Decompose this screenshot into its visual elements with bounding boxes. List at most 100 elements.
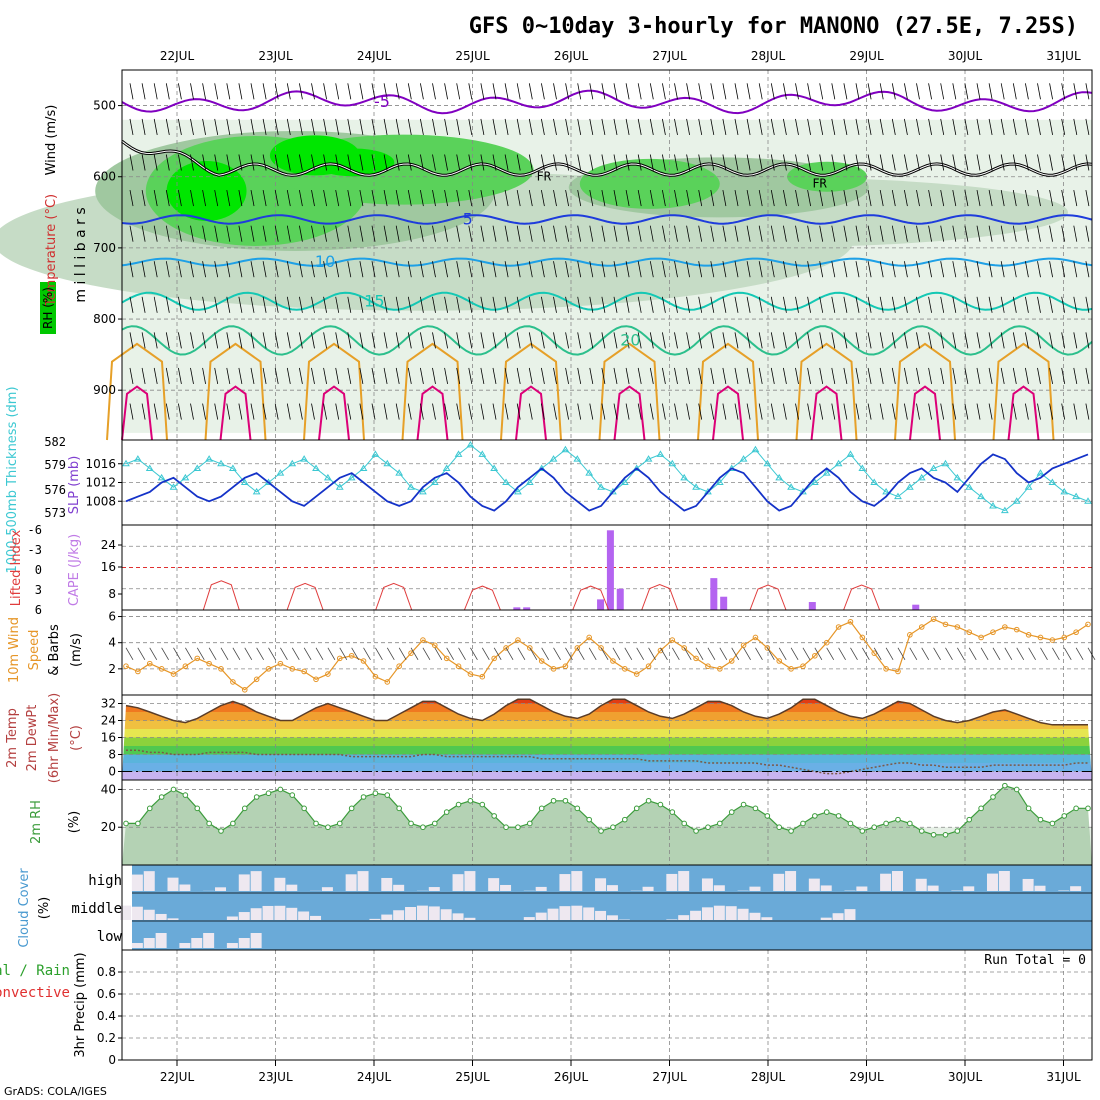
- cloud-cell-high: [131, 874, 143, 891]
- thickness-marker: [763, 459, 772, 467]
- wind-barb: [855, 190, 860, 207]
- wind-speed-line: [125, 618, 1089, 691]
- thickness-marker: [822, 469, 831, 476]
- wind-barb: [214, 225, 219, 242]
- wind-barb: [335, 403, 340, 420]
- wind-barb: [553, 225, 557, 242]
- wind-barb: [783, 190, 787, 207]
- wind-speed-marker: [515, 637, 521, 643]
- wind-barb: [480, 261, 485, 278]
- wind-barb: [432, 225, 436, 242]
- cloud-cell-middle: [226, 916, 238, 920]
- wind-barb: [988, 367, 993, 385]
- warm-contour: [697, 342, 759, 441]
- temperature-band: [122, 703, 1092, 712]
- wind-barb: [359, 190, 364, 207]
- wind-barb: [202, 403, 206, 420]
- wind-barb: [456, 190, 461, 207]
- wind-barb: [698, 261, 703, 278]
- cloud-cell-high: [488, 878, 500, 891]
- wind-barb: [528, 154, 533, 171]
- temperature-band: [122, 720, 1092, 729]
- wind-speed-marker: [479, 673, 486, 680]
- wind-speed-marker: [182, 663, 189, 670]
- wind-speed-marker: [313, 676, 319, 683]
- wind-barb: [826, 647, 835, 660]
- wind-barb: [516, 225, 521, 242]
- wind-barb: [1000, 190, 1005, 207]
- wind-barb: [988, 403, 993, 420]
- cloud-cell-low: [250, 933, 262, 948]
- wind-barb: [565, 225, 569, 242]
- precip-frame: [121, 949, 1093, 1061]
- wind-barb: [916, 154, 920, 171]
- thickness-marker: [157, 473, 166, 481]
- wind-barb: [202, 332, 206, 349]
- wind-barb: [940, 225, 945, 242]
- rh2m-marker: [859, 828, 866, 834]
- wind-barb: [286, 118, 291, 135]
- cloud-cell-middle: [143, 909, 155, 920]
- wind-barb: [141, 83, 146, 100]
- wind-barb: [553, 154, 557, 171]
- wind-barb: [323, 367, 327, 385]
- thickness-marker: [597, 483, 605, 490]
- thickness-marker: [668, 459, 677, 467]
- lifted-index-line: [286, 582, 324, 611]
- wind-barb: [458, 647, 466, 660]
- wind-speed-marker: [978, 634, 984, 641]
- cape-tick-label: 8: [108, 587, 116, 601]
- wind-barb: [940, 332, 945, 349]
- wind-barb: [149, 647, 158, 660]
- wind-barb: [988, 296, 993, 313]
- wind-barb: [722, 190, 727, 207]
- rh-legend-swatch: [40, 282, 56, 334]
- wind-barb: [1025, 225, 1029, 242]
- wind-barb: [625, 154, 630, 171]
- wind-barb: [1025, 367, 1029, 385]
- wind-barb: [407, 261, 412, 278]
- wind-barb: [141, 296, 146, 313]
- thickness-marker: [1000, 506, 1009, 514]
- wind-barb: [202, 83, 206, 100]
- rh2m-marker: [123, 820, 129, 827]
- wind-barb: [371, 190, 376, 207]
- cloud-cell-high: [357, 871, 369, 891]
- wind-barb: [323, 332, 327, 349]
- wind-barb: [383, 403, 388, 420]
- wind-barb: [731, 647, 740, 660]
- cloud-row-label: low: [97, 929, 123, 945]
- wind-barb: [407, 154, 412, 171]
- wind-barb: [625, 367, 630, 385]
- cloud-cell-middle: [606, 915, 618, 920]
- axis-label-rh2m: 2m RH: [29, 800, 44, 844]
- temperature-band: [122, 729, 1092, 738]
- thickness-marker: [395, 469, 404, 476]
- temperature-tick-label: 8: [108, 748, 116, 762]
- wind-speed-marker: [859, 634, 866, 641]
- wind-speed-marker: [693, 655, 699, 662]
- wind-barb: [637, 332, 642, 349]
- axis-label-t2: (6hr Min/Max): [47, 693, 62, 783]
- cloud-cell-middle: [737, 908, 749, 920]
- thickness-marker: [585, 469, 594, 476]
- wind-barb: [879, 296, 884, 313]
- cloud-cell-middle: [666, 919, 678, 920]
- wind-barb: [770, 225, 775, 242]
- wind-barb: [323, 83, 327, 100]
- wind-barb: [734, 296, 739, 313]
- thickness-tick-label: 582: [44, 435, 66, 449]
- wind-barb: [783, 261, 787, 278]
- wind-speed-marker: [918, 624, 925, 630]
- wind-barb: [577, 190, 582, 207]
- wind-barb: [528, 190, 533, 207]
- fill-layer: [0, 70, 1092, 950]
- wind-speed-marker: [907, 632, 913, 638]
- wind-barb: [528, 296, 533, 313]
- wind-speed-marker: [812, 652, 818, 659]
- wind-barb: [262, 154, 267, 171]
- wind-barb: [214, 332, 219, 349]
- wind-barb: [952, 261, 957, 278]
- xtick-label-bottom: 23JUL: [258, 1070, 293, 1084]
- thickness-marker: [454, 450, 463, 457]
